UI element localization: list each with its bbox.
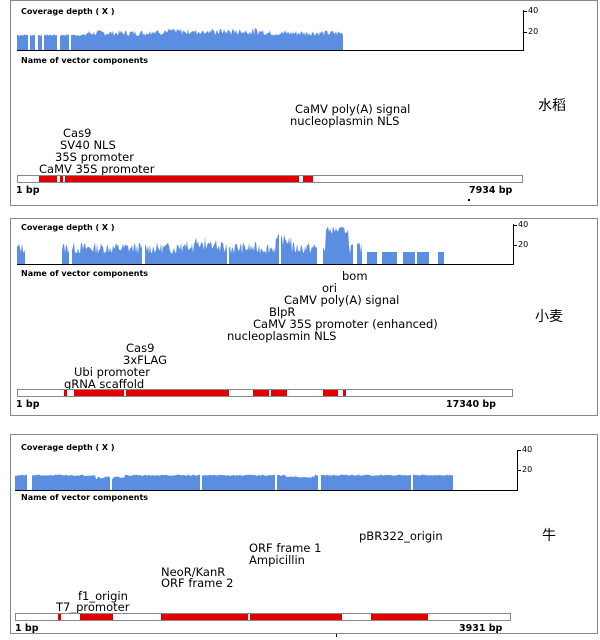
y-tick-40 [513,225,517,226]
y-tick-label-20: 20 [518,240,529,249]
end-bp-label: 3931 bp [459,623,503,634]
component-label: CaMV 35S promoter [39,162,155,176]
coverage-plot [17,226,444,264]
component-label: NeoR/KanR [161,565,226,579]
y-tick-20 [513,245,517,246]
component-segment [161,614,248,620]
component-label: pBR322_origin [359,529,443,543]
component-label: Ubi promoter [74,365,150,379]
component-segment [303,176,313,182]
component-segment [74,390,124,396]
components-title: Name of vector components [21,56,149,65]
y-tick-label-20: 20 [522,465,533,474]
panel-wheat: Coverage depth ( X ) 40 20 Name of vecto… [10,218,598,416]
y-tick-40 [517,450,521,451]
coverage-plot [15,474,453,490]
start-bp-label: 1 bp [15,623,39,634]
component-label: Ampicillin [249,553,305,567]
component-label: ORF frame 2 [161,576,234,590]
component-label: Cas9 [126,341,155,355]
component-segment [39,176,57,182]
component-segment [58,614,61,620]
start-bp-label: 1 bp [16,399,40,410]
component-label: ORF frame 1 [249,541,322,555]
component-label: T7_promoter [56,600,130,614]
end-bp-label: 17340 bp [446,399,496,410]
component-segment [253,390,269,396]
species-label-cattle: 牛 [542,528,556,544]
coverage-title: Coverage depth ( X ) [21,443,115,452]
coverage-plot [17,27,343,50]
component-segment [64,390,67,396]
component-label: gRNA scaffold [64,377,145,391]
start-bp-label: 1 bp [16,185,40,196]
y-tick-label-20: 20 [528,27,539,36]
y-tick-label-40: 40 [528,6,539,15]
component-label: Cas9 [63,126,92,140]
species-label-rice: 水稻 [538,98,566,114]
component-label: SV40 NLS [60,138,116,152]
component-label: f1_origin [78,589,128,603]
species-label-wheat: 小麦 [535,309,563,325]
component-segment [126,390,229,396]
y-tick-label-40: 40 [522,445,533,454]
component-label: BlpR [269,305,296,319]
component-label: CaMV poly(A) signal [284,293,400,307]
y-tick-40 [523,11,527,12]
component-label: 35S promoter [55,150,134,164]
vector-track [17,175,523,183]
end-bp-label: 7934 bp [469,185,513,196]
artifact-mark [336,634,337,637]
component-segment [271,390,287,396]
y-tick-20 [517,470,521,471]
component-label: ori [322,281,337,295]
panel-rice: Coverage depth ( X ) 40 20 Name of vecto… [10,0,598,206]
component-segment [323,390,338,396]
artifact-mark [468,199,470,201]
component-segment [343,390,346,396]
component-segment [60,176,63,182]
coverage-x-axis [17,264,513,265]
components-title: Name of vector components [21,269,149,278]
y-tick-label-40: 40 [518,220,529,229]
vector-track [15,613,511,621]
component-label: CaMV 35S promoter (enhanced) [253,317,438,331]
component-label: nucleoplasmin NLS [290,114,400,128]
component-segment [80,614,113,620]
panel-cattle: Coverage depth ( X ) 40 20 Name of vecto… [10,434,598,637]
coverage-y-axis [523,10,524,51]
components-title: Name of vector components [21,493,149,502]
vector-track [17,389,513,397]
coverage-title: Coverage depth ( X ) [21,223,115,232]
component-label: 3xFLAG [123,353,167,367]
coverage-x-axis [15,490,517,491]
component-segment [65,176,299,182]
component-label: nucleoplasmin NLS [227,329,337,343]
coverage-title: Coverage depth ( X ) [21,7,115,16]
component-segment [250,614,342,620]
component-label: CaMV poly(A) signal [295,102,411,116]
coverage-y-axis [513,224,514,265]
component-segment [371,614,428,620]
component-label: bom [342,269,368,283]
coverage-x-axis [17,50,523,51]
y-tick-20 [523,32,527,33]
